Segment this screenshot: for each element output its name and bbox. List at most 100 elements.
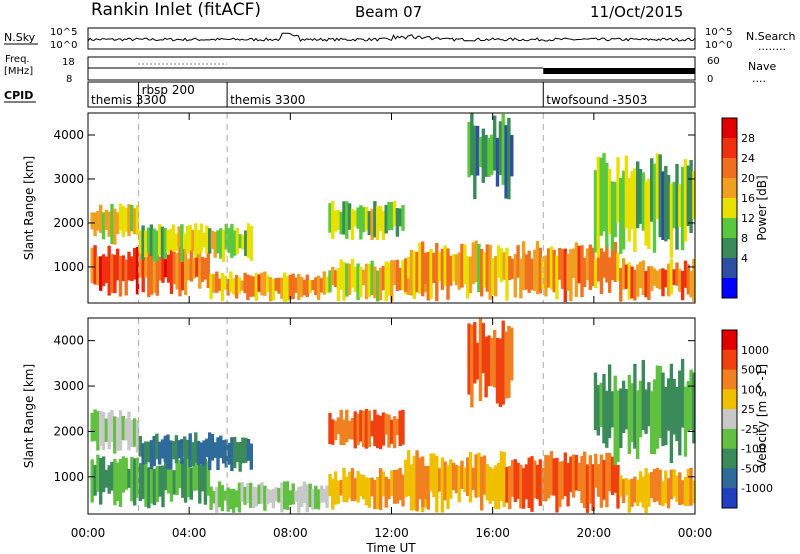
echo-cell xyxy=(316,275,321,300)
echo-cell xyxy=(638,261,643,289)
echo-cell xyxy=(498,121,503,175)
colorbar-swatch xyxy=(722,278,737,299)
echo-cell xyxy=(599,454,604,508)
echo-cell xyxy=(555,255,559,300)
echo-cell xyxy=(661,268,665,297)
echo-cell xyxy=(384,261,388,302)
echo-cell xyxy=(297,487,301,513)
echo-cell xyxy=(200,256,205,282)
echo-cell xyxy=(672,378,676,435)
echo-cell xyxy=(401,260,405,290)
echo-cell xyxy=(463,244,467,285)
echo-cell xyxy=(373,409,377,447)
echo-cell xyxy=(475,342,480,380)
echo-cell xyxy=(473,125,477,200)
echo-cell xyxy=(135,246,140,295)
echo-cell xyxy=(172,251,176,285)
echo-cell xyxy=(650,158,654,222)
echo-cell xyxy=(440,457,445,513)
echo-cell xyxy=(90,247,94,283)
echo-cell xyxy=(501,113,505,185)
echo-cell xyxy=(243,486,247,505)
echo-cell xyxy=(141,454,145,500)
echo-cell xyxy=(116,417,120,451)
echo-cell xyxy=(426,465,430,510)
echo-cell xyxy=(188,225,192,251)
colorbar-swatch xyxy=(722,448,737,469)
y-tick-label: 4000 xyxy=(53,334,84,348)
echo-cell xyxy=(216,437,220,471)
echo-cell xyxy=(583,257,587,287)
echo-cell xyxy=(496,245,501,278)
colorbar-tick-label: 24 xyxy=(741,152,755,165)
echo-cell xyxy=(387,414,391,448)
echo-cell xyxy=(571,248,576,279)
echo-cell xyxy=(90,212,94,230)
echo-cell xyxy=(544,455,548,502)
echo-cell xyxy=(478,318,483,401)
echo-cell xyxy=(188,433,192,468)
echo-cell xyxy=(591,247,595,287)
echo-cell xyxy=(101,456,106,493)
echo-cell xyxy=(260,482,264,504)
echo-cell xyxy=(212,490,216,504)
echo-cell xyxy=(522,241,526,290)
echo-cell xyxy=(356,207,360,229)
echo-cell xyxy=(605,244,609,283)
echo-cell xyxy=(633,363,637,449)
echo-cell xyxy=(230,437,234,472)
echo-cell xyxy=(110,410,114,443)
echo-cell xyxy=(234,490,239,508)
echo-cell xyxy=(339,409,343,445)
echo-cell xyxy=(498,338,503,407)
echo-cell xyxy=(217,481,222,508)
echo-cell xyxy=(482,455,487,495)
echo-cell xyxy=(107,245,111,296)
colorbar-tick-label: 20 xyxy=(741,172,755,185)
echo-cell xyxy=(251,486,256,509)
echo-cell xyxy=(549,246,554,290)
echo-cell xyxy=(387,262,391,296)
velocity-colorbar: 1000 500 100 25 -25 -100 -500 -1000 xyxy=(721,329,773,509)
power-heatmap xyxy=(90,113,696,303)
echo-cell xyxy=(457,252,461,290)
echo-cell xyxy=(488,244,492,300)
echo-cell xyxy=(655,467,660,502)
echo-cell xyxy=(613,375,617,466)
echo-cell xyxy=(235,442,240,463)
echo-cell xyxy=(421,456,425,508)
echo-cell xyxy=(191,442,195,467)
echo-cell xyxy=(652,268,657,286)
echo-cell xyxy=(373,201,377,238)
echo-cell xyxy=(364,263,369,300)
echo-cell xyxy=(594,258,598,289)
echo-cell xyxy=(516,462,520,499)
echo-cell xyxy=(378,415,383,450)
echo-cell xyxy=(683,159,688,242)
echo-cell xyxy=(155,466,159,503)
echo-cell xyxy=(474,454,478,498)
echo-cell xyxy=(675,386,679,442)
echo-cell xyxy=(347,420,352,439)
echo-cell xyxy=(274,487,278,502)
echo-cell xyxy=(331,201,335,239)
echo-cell xyxy=(149,224,154,257)
echo-cell xyxy=(481,128,485,183)
echo-cell xyxy=(237,482,242,513)
y-tick-label: 1000 xyxy=(53,470,84,484)
echo-cell xyxy=(647,382,651,427)
echo-cell xyxy=(147,467,151,509)
echo-cell xyxy=(183,454,188,503)
power-y-label: Slant Range [km] xyxy=(22,156,36,260)
echo-cell xyxy=(367,478,371,508)
echo-cell xyxy=(118,255,123,297)
echo-cell xyxy=(616,390,620,463)
echo-cell xyxy=(127,411,131,451)
echo-cell xyxy=(160,226,165,259)
echo-cell xyxy=(221,229,226,262)
echo-cell xyxy=(613,181,617,238)
echo-cell xyxy=(220,273,225,302)
nsky-line xyxy=(87,32,696,42)
echo-cell xyxy=(522,468,526,509)
